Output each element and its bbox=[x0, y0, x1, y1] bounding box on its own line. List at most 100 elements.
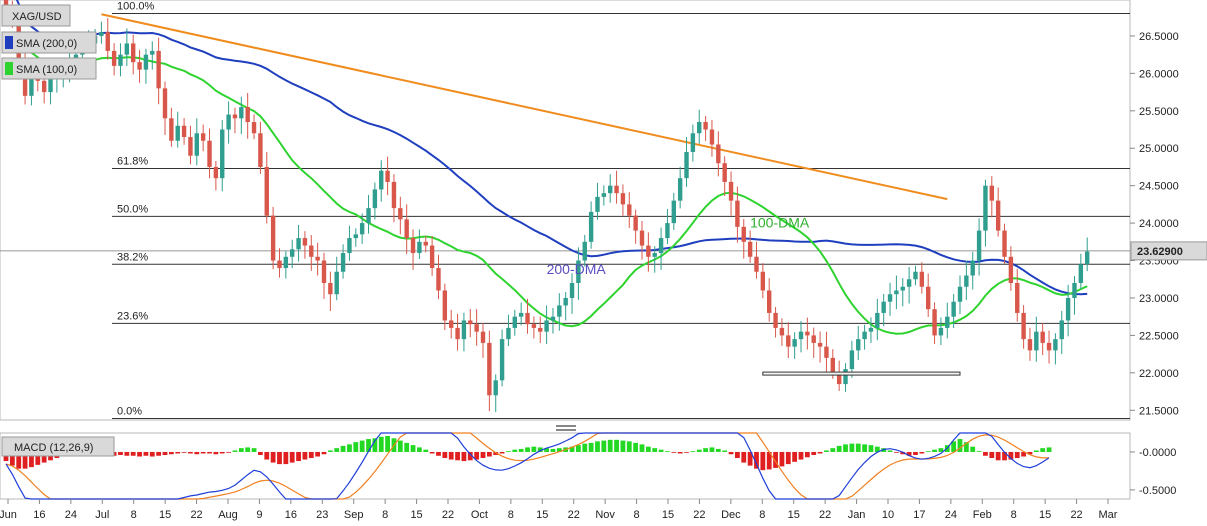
candle-body bbox=[290, 249, 295, 257]
macd-histogram-bar bbox=[372, 438, 378, 452]
price-pane: 100.0% 61.8% 50.0% 38.2% 23.6% 0.0% 200-DMA 10… bbox=[0, 0, 1131, 421]
candle-body bbox=[1065, 297, 1071, 321]
symbol-label[interactable]: XAG/USD bbox=[1, 4, 71, 27]
legend-sma100[interactable]: SMA (100,0) bbox=[1, 57, 97, 80]
candle-body bbox=[506, 327, 511, 340]
time-tick-label: Oct bbox=[471, 509, 488, 521]
time-tick-label: 22 bbox=[693, 509, 705, 521]
macd-histogram-bar bbox=[308, 451, 314, 459]
macd-histogram-bar bbox=[137, 451, 142, 457]
candle-body bbox=[595, 196, 600, 212]
candle-body bbox=[932, 309, 937, 336]
macd-histogram-bar bbox=[804, 451, 810, 458]
time-tick-label: 22 bbox=[190, 509, 202, 521]
candle-body bbox=[569, 282, 575, 298]
time-tick-label: Jul bbox=[95, 509, 109, 521]
candle-body bbox=[131, 43, 136, 63]
macd-histogram-bar bbox=[397, 440, 403, 452]
macd-histogram-bar bbox=[347, 444, 352, 452]
macd-histogram-bar bbox=[715, 448, 721, 452]
candle-body bbox=[499, 339, 505, 381]
candle-body bbox=[576, 260, 581, 283]
candle-body bbox=[970, 260, 975, 276]
sma200-line bbox=[15, 0, 1088, 296]
time-tick-label: 23 bbox=[316, 509, 328, 521]
candle-body bbox=[372, 189, 378, 209]
candle-body bbox=[786, 335, 791, 347]
candle-body bbox=[111, 50, 117, 66]
macd-histogram-bar bbox=[289, 451, 295, 463]
candle-body bbox=[449, 320, 454, 328]
time-tick-label: 8 bbox=[508, 509, 514, 521]
macd-histogram-bar bbox=[499, 451, 505, 454]
macd-histogram-bar bbox=[410, 445, 416, 452]
candle-body bbox=[1040, 331, 1045, 343]
time-tick-label: 17 bbox=[913, 509, 925, 521]
macd-histogram-bar bbox=[118, 451, 123, 455]
macd-histogram-bar bbox=[455, 451, 460, 461]
macd-histogram-bar bbox=[785, 451, 791, 465]
macd-histogram-bar bbox=[607, 439, 613, 452]
pane-resize-handle[interactable] bbox=[556, 425, 576, 431]
candle-body bbox=[232, 114, 238, 119]
candle-body bbox=[557, 305, 562, 317]
macd-histogram-bar bbox=[747, 451, 753, 466]
candle-body bbox=[315, 256, 320, 261]
time-tick-label: 15 bbox=[159, 509, 171, 521]
time-tick-label: 15 bbox=[662, 509, 674, 521]
macd-histogram-bar bbox=[614, 439, 619, 452]
candle-body bbox=[601, 193, 607, 197]
price-tick-label: 24.5000 bbox=[1139, 181, 1179, 193]
macd-histogram-bar bbox=[518, 448, 524, 452]
candle-body bbox=[175, 125, 180, 141]
macd-histogram-bar bbox=[175, 451, 181, 454]
macd-histogram-bar bbox=[779, 451, 785, 467]
candle-body bbox=[760, 271, 766, 291]
candle-body bbox=[709, 129, 715, 145]
macd-histogram-bar bbox=[200, 451, 206, 454]
time-tick-label: Sep bbox=[344, 509, 364, 521]
candle-body bbox=[550, 316, 556, 321]
macd-histogram-bar bbox=[1014, 451, 1020, 459]
descending-trendline bbox=[101, 13, 948, 201]
macd-histogram-bar bbox=[1002, 451, 1007, 461]
macd-histogram-bar bbox=[938, 448, 944, 452]
macd-histogram-bar bbox=[340, 445, 346, 452]
macd-histogram-bar bbox=[773, 451, 778, 468]
candle-body bbox=[919, 271, 925, 287]
time-tick-label: 24 bbox=[945, 509, 957, 521]
macd-histogram-bar bbox=[9, 451, 15, 466]
macd-histogram-bar bbox=[766, 451, 772, 470]
candle-body bbox=[468, 320, 473, 325]
macd-histogram-bar bbox=[900, 451, 906, 455]
macd-histogram-bar bbox=[448, 451, 454, 460]
time-tick-label: 8 bbox=[382, 509, 388, 521]
macd-histogram-bar bbox=[245, 447, 251, 452]
fib-level-label: 50.0% bbox=[117, 203, 148, 215]
macd-histogram-bar bbox=[906, 451, 912, 456]
candle-body bbox=[29, 77, 34, 96]
candle-body bbox=[836, 372, 842, 385]
macd-histogram-bar bbox=[16, 451, 22, 469]
legend-macd[interactable]: MACD (12,26,9) bbox=[1, 436, 115, 457]
macd-histogram-bar bbox=[595, 441, 600, 452]
macd-histogram-bar bbox=[537, 447, 543, 452]
macd-histogram-bar bbox=[887, 450, 893, 452]
candle-body bbox=[741, 226, 746, 242]
candle-body bbox=[964, 275, 969, 287]
macd-histogram-bar bbox=[696, 449, 702, 452]
candle-body bbox=[805, 331, 810, 336]
candle-body bbox=[1021, 312, 1026, 340]
macd-histogram-bar bbox=[124, 451, 130, 456]
candle-body bbox=[118, 54, 123, 66]
legend-macd-text: MACD (12,26,9) bbox=[14, 442, 93, 454]
macd-histogram-bar bbox=[626, 441, 632, 452]
macd-histogram-bar bbox=[207, 451, 212, 454]
candle-body bbox=[697, 122, 702, 134]
time-tick-label: Dec bbox=[721, 509, 741, 521]
candle-body bbox=[213, 166, 219, 179]
legend-sma200[interactable]: SMA (200,0) bbox=[1, 31, 97, 54]
candle-body bbox=[792, 339, 797, 347]
macd-histogram-bar bbox=[156, 451, 162, 456]
candle-body bbox=[563, 297, 568, 306]
